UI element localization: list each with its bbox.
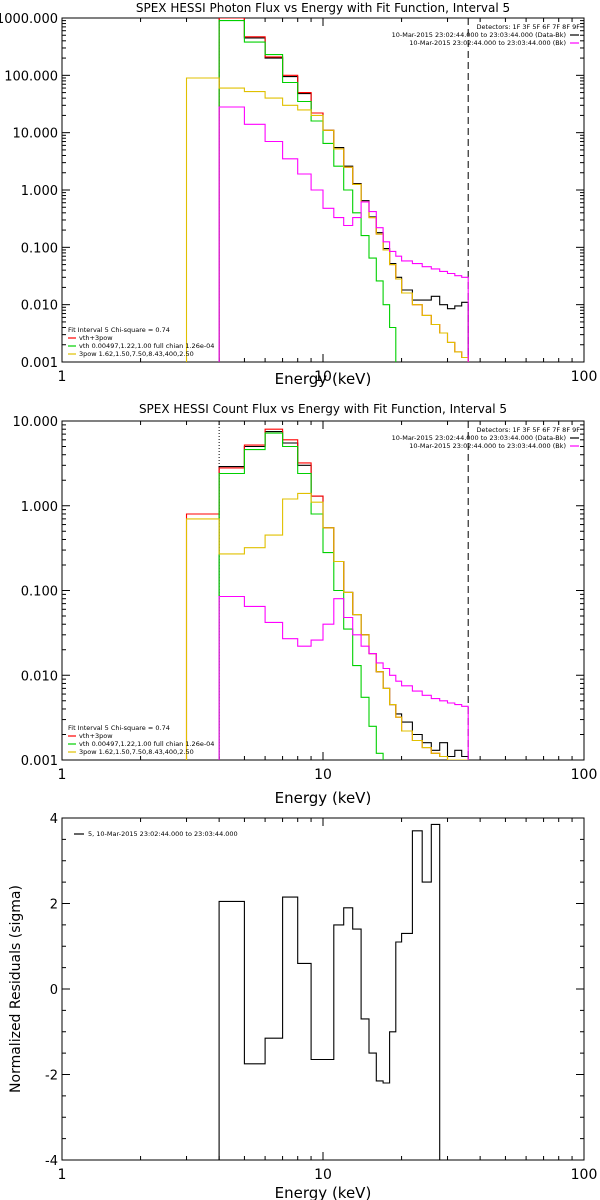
x-tick-label: 100 [571, 1167, 598, 1183]
detectors-label: Detectors: 1F 3F 5F 6F 7F 8F 9F [477, 426, 581, 434]
chart-panel-1: SPEX HESSI Photon Flux vs Energy with Fi… [0, 1, 597, 388]
legend-left-entry: 3pow 1.62,1.50,7.50,8.43,400,2.50 [79, 748, 194, 756]
x-tick-label: 1 [58, 767, 67, 783]
y-tick-label: 0.010 [21, 299, 58, 314]
y-axis-label: Normalized Residuals (sigma) [8, 885, 24, 1093]
fit-interval-label: Fit Interval 5 Chi-square = 0.74 [68, 724, 170, 732]
legend-left-entry: vth 0.00497,1.22,1.00 full chian 1.26e-0… [79, 740, 214, 748]
legend-left-entry: vth+3pow [79, 334, 113, 342]
y-tick-label: 1.000 [21, 184, 58, 199]
series-total-fit [185, 428, 469, 760]
series-residuals [218, 823, 441, 1160]
y-tick-label: 10.000 [13, 415, 59, 430]
x-tick-label: 100 [571, 369, 598, 385]
detectors-label: Detectors: 1F 3F 5F 6F 7F 8F 9F [477, 23, 581, 31]
series-power-law [185, 77, 469, 362]
chart-panel-3: 1 10 100 Energy (keV) -4 -2 0 2 4 Normalized Resi… [8, 812, 597, 1200]
plot-frame [61, 817, 585, 1161]
legend-right-entry: 10-Mar-2015 23:02:44.000 to 23:03:44.000… [392, 434, 566, 442]
series-total-fit [218, 18, 469, 362]
chart-title: SPEX HESSI Photon Flux vs Energy with Fi… [136, 1, 510, 15]
x-tick-label: 1 [58, 369, 67, 385]
y-tick-label: -4 [45, 1154, 58, 1169]
legend-left-entry: 5, 10-Mar-2015 23:02:44.000 to 23:03:44.… [88, 830, 238, 838]
y-tick-label: 0.100 [21, 241, 58, 256]
legend-left-entry: vth 0.00497,1.22,1.00 full chian 1.26e-0… [79, 342, 214, 350]
series-data-bk [218, 18, 469, 362]
x-axis-label: Energy (keV) [275, 370, 372, 388]
legend-right-entry: 10-Mar-2015 23:02:44.000 to 23:03:44.000… [409, 442, 566, 450]
plot-frame [61, 420, 585, 761]
y-tick-label: 100.000 [4, 69, 58, 84]
data-area [218, 823, 441, 1160]
y-tick-label: 10.000 [13, 127, 59, 142]
chart-title: SPEX HESSI Count Flux vs Energy with Fit… [139, 402, 507, 416]
legend-left-entry: 3pow 1.62,1.50,7.50,8.43,400,2.50 [79, 350, 194, 358]
data-area [185, 421, 469, 760]
legend-left-entry: vth+3pow [79, 732, 113, 740]
chart-panel-2: SPEX HESSI Count Flux vs Energy with Fit… [13, 402, 598, 807]
x-tick-label: 1 [58, 1167, 67, 1183]
y-tick-label: -2 [45, 1069, 58, 1084]
legend-right-entry: 10-Mar-2015 23:02:44.000 to 23:03:44.000… [409, 39, 566, 47]
y-tick-label: 0.010 [21, 669, 58, 684]
series-power-law [185, 492, 469, 760]
x-tick-label: 100 [571, 767, 598, 783]
y-tick-label: 1000.000 [0, 12, 58, 27]
legend-right-entry: 10-Mar-2015 23:02:44.000 to 23:03:44.000… [392, 31, 566, 39]
data-area [185, 18, 469, 362]
y-tick-label: 4 [50, 812, 58, 827]
series-thermal [218, 20, 397, 362]
y-tick-label: 2 [50, 898, 58, 913]
series-background [218, 595, 469, 760]
x-tick-label: 10 [314, 1167, 332, 1183]
series-thermal [218, 432, 384, 760]
y-tick-label: 0.100 [21, 585, 58, 600]
x-axis-label: Energy (keV) [275, 789, 372, 807]
series-background [218, 106, 469, 362]
fit-interval-label: Fit Interval 5 Chi-square = 0.74 [68, 326, 170, 334]
y-tick-label: 0.001 [21, 356, 58, 371]
x-tick-label: 10 [314, 369, 332, 385]
y-tick-label: 1.000 [21, 500, 58, 515]
y-tick-label: 0 [50, 983, 58, 998]
y-tick-label: 0.001 [21, 754, 58, 769]
x-axis-label: Energy (keV) [275, 1184, 372, 1200]
x-tick-label: 10 [314, 767, 332, 783]
